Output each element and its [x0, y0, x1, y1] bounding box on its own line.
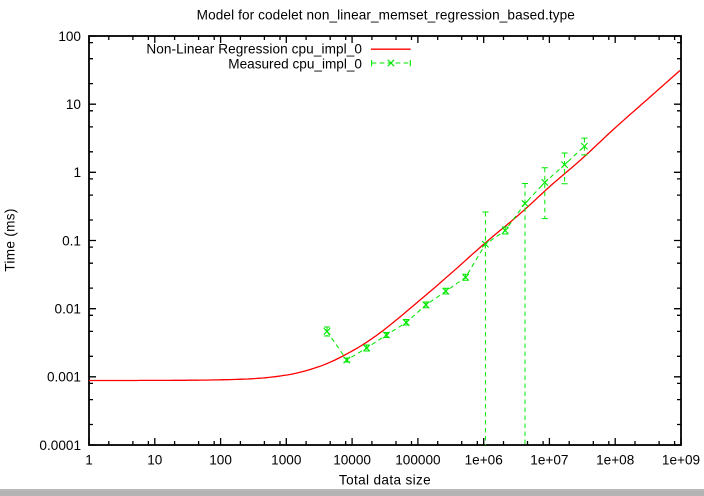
- svg-text:1e+07: 1e+07: [530, 453, 568, 468]
- svg-text:1e+08: 1e+08: [596, 453, 634, 468]
- svg-text:1000: 1000: [271, 453, 302, 468]
- svg-text:0.1: 0.1: [62, 233, 81, 248]
- svg-text:Total data size: Total data size: [339, 473, 431, 488]
- svg-text:Non-Linear Regression cpu_impl: Non-Linear Regression cpu_impl_0: [146, 41, 362, 56]
- svg-text:1: 1: [73, 165, 81, 180]
- svg-text:1e+09: 1e+09: [662, 453, 700, 468]
- svg-text:1: 1: [85, 453, 93, 468]
- svg-text:0.0001: 0.0001: [39, 438, 81, 453]
- svg-text:1e+06: 1e+06: [465, 453, 503, 468]
- svg-text:10: 10: [66, 97, 82, 112]
- svg-text:Model for codelet non_linear_m: Model for codelet non_linear_memset_regr…: [197, 7, 575, 22]
- svg-text:10000: 10000: [333, 453, 371, 468]
- svg-text:Time (ms): Time (ms): [2, 208, 17, 271]
- svg-text:Measured cpu_impl_0: Measured cpu_impl_0: [228, 57, 362, 72]
- svg-text:100: 100: [209, 453, 232, 468]
- svg-text:10: 10: [147, 453, 163, 468]
- svg-text:100: 100: [58, 29, 81, 44]
- svg-text:0.01: 0.01: [55, 302, 81, 317]
- svg-text:0.001: 0.001: [47, 370, 81, 385]
- svg-text:100000: 100000: [395, 453, 441, 468]
